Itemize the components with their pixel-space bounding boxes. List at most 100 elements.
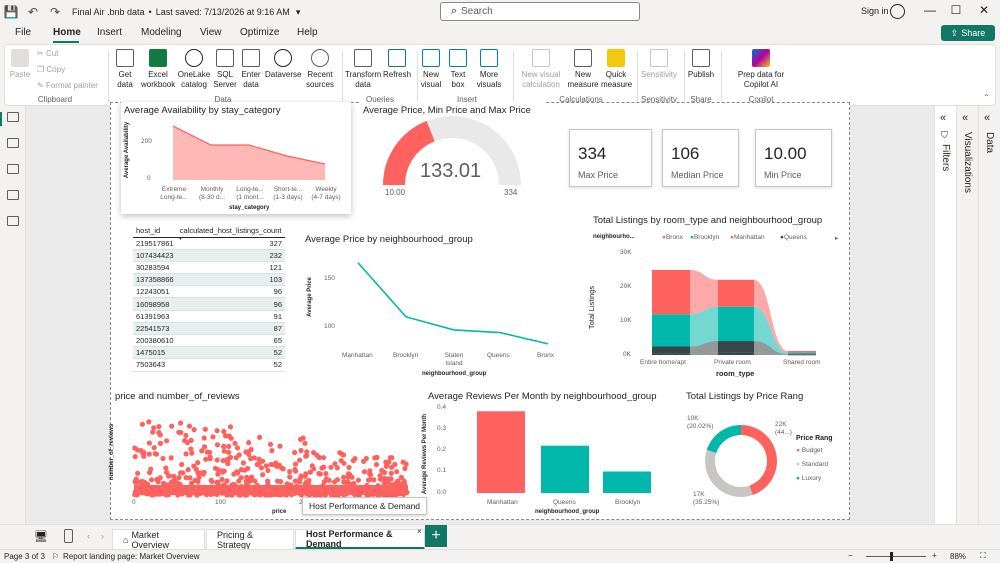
quick-measure-button[interactable]: Quick measure bbox=[601, 49, 632, 90]
more-visuals-button[interactable]: More visuals bbox=[473, 49, 505, 90]
maximize-icon[interactable]: ☐ bbox=[950, 3, 962, 17]
cut-button[interactable]: ✂ Cut bbox=[37, 49, 58, 58]
collapse-ribbon-icon[interactable]: ⌃ bbox=[983, 93, 990, 102]
minimize-icon[interactable]: — bbox=[924, 3, 936, 17]
share-button[interactable]: ⇪ Share bbox=[941, 25, 995, 41]
visual-reviews-per-month[interactable]: Average Reviews Per Month by neighbourho… bbox=[422, 389, 665, 517]
enter-data-button[interactable]: Enter data bbox=[239, 49, 263, 90]
close-icon[interactable]: ✕ bbox=[978, 3, 990, 17]
collapse-left-icon[interactable]: « bbox=[940, 112, 947, 124]
visual-avg-price-neighbourhood[interactable]: Average Price by neighbourhood_group Ave… bbox=[302, 232, 562, 380]
transform-data-button[interactable]: Transform data bbox=[345, 49, 381, 90]
group-data: Data bbox=[214, 95, 232, 104]
tab-view[interactable]: View bbox=[200, 27, 222, 38]
fit-to-page-icon[interactable]: ⛶ bbox=[980, 551, 986, 560]
scatter-point bbox=[361, 458, 367, 464]
tab-file[interactable]: File bbox=[15, 27, 32, 38]
table-row[interactable]: 107434423 232 bbox=[133, 249, 285, 262]
new-visual-button[interactable]: New visual bbox=[419, 49, 443, 90]
redo-icon[interactable]: ↷ bbox=[49, 5, 61, 19]
scatter-point bbox=[383, 463, 389, 469]
visual-price-rang-donut[interactable]: Total Listings by Price Rang 10K (20.02%… bbox=[683, 389, 845, 517]
desktop-view-icon[interactable]: 🖥 bbox=[34, 531, 48, 543]
scroll-left-icon[interactable]: ‹ bbox=[87, 531, 90, 541]
filters-pane[interactable]: « ⛉ Filters bbox=[934, 106, 956, 524]
collapse-left-icon[interactable]: « bbox=[984, 112, 991, 124]
copy-button[interactable]: ❐ Copy bbox=[37, 65, 65, 74]
legend-item-queens: ●Queens bbox=[780, 234, 807, 241]
visual-availability-area[interactable]: Average Availability by stay_category Av… bbox=[121, 102, 351, 214]
save-status[interactable]: Last saved: 7/13/2026 at 9:16 AM bbox=[155, 7, 290, 17]
excel-workbook-button[interactable]: Excel workbook bbox=[141, 49, 175, 90]
add-page-button[interactable]: + bbox=[425, 525, 447, 547]
zoom-slider-thumb[interactable] bbox=[890, 552, 893, 561]
table-row[interactable]: 12243051 96 bbox=[133, 285, 285, 299]
tab-optimize[interactable]: Optimize bbox=[240, 27, 280, 38]
dataverse-button[interactable]: Dataverse bbox=[265, 49, 301, 80]
tab-modeling[interactable]: Modeling bbox=[141, 27, 182, 38]
mobile-view-icon[interactable] bbox=[64, 529, 73, 543]
text-box-button[interactable]: Text box bbox=[447, 49, 469, 90]
table-row[interactable]: 7503643 52 bbox=[133, 358, 285, 372]
table-row[interactable]: 1475015 52 bbox=[133, 346, 285, 360]
column-header-listings-count[interactable]: calculated_host_listings_count bbox=[176, 225, 285, 238]
page-tab-market-overview[interactable]: ⌂ Market Overview bbox=[112, 529, 205, 550]
table-row[interactable]: 200380610 65 bbox=[133, 334, 285, 348]
prep-data-copilot-button[interactable]: Prep data for Copilot AI bbox=[725, 49, 797, 90]
scatter-point bbox=[265, 478, 271, 484]
page-tab-pricing-strategy[interactable]: Pricing & Strategy bbox=[206, 529, 294, 550]
recent-sources-button[interactable]: Recent sources bbox=[303, 49, 337, 90]
table-row[interactable]: 16098958 96 bbox=[133, 297, 285, 311]
paste-button[interactable]: Paste bbox=[9, 49, 31, 80]
sensitivity-button[interactable]: Sensitivity bbox=[639, 49, 679, 80]
chevron-down-icon[interactable]: ▾ bbox=[295, 6, 301, 17]
legend-next-icon[interactable]: ▸ bbox=[835, 235, 839, 242]
data-pane[interactable]: « Data bbox=[978, 106, 1000, 524]
visual-price-reviews-scatter[interactable]: price and number_of_reviews number_of_re… bbox=[109, 389, 412, 517]
avatar[interactable] bbox=[890, 4, 905, 19]
get-data-button[interactable]: Get data bbox=[111, 49, 139, 90]
report-view-icon[interactable] bbox=[7, 112, 19, 122]
sql-server-button[interactable]: SQL Server bbox=[213, 49, 237, 90]
sign-in-link[interactable]: Sign in bbox=[861, 6, 889, 16]
visual-price-gauge[interactable]: Average Price, Min Price and Max Price 1… bbox=[360, 102, 545, 202]
card-min-price[interactable]: 10.00 Min Price bbox=[755, 129, 832, 187]
tmdl-view-icon[interactable] bbox=[7, 216, 19, 226]
collapse-left-icon[interactable]: « bbox=[962, 112, 969, 124]
refresh-button[interactable]: Refresh bbox=[383, 49, 411, 80]
table-row[interactable]: 30283594 121 bbox=[133, 261, 285, 275]
onelake-catalog-button[interactable]: OneLake catalog bbox=[177, 49, 211, 90]
visual-listings-room-type[interactable]: Total Listings by room_type and neighbou… bbox=[587, 213, 848, 383]
visualizations-pane[interactable]: « Visualizations bbox=[956, 106, 978, 524]
tab-help[interactable]: Help bbox=[297, 27, 318, 38]
visual-host-table[interactable]: host_id calculated_host_listings_count 2… bbox=[133, 225, 285, 377]
new-measure-button[interactable]: New measure bbox=[567, 49, 599, 90]
zoom-slider-track[interactable] bbox=[866, 556, 926, 557]
zoom-out-icon[interactable]: − bbox=[848, 551, 853, 560]
tab-insert[interactable]: Insert bbox=[97, 27, 123, 38]
save-icon[interactable]: 💾 bbox=[3, 5, 19, 19]
new-visual-calculation-button[interactable]: New visual calculation bbox=[517, 49, 565, 90]
scatter-point bbox=[189, 480, 195, 486]
publish-button[interactable]: Publish bbox=[687, 49, 715, 80]
card-max-price[interactable]: 334 Max Price bbox=[569, 129, 652, 187]
x-axis-title: stay_category bbox=[229, 205, 270, 211]
dax-query-view-icon[interactable] bbox=[7, 190, 19, 200]
close-page-icon[interactable]: × bbox=[417, 527, 422, 536]
tab-home[interactable]: Home bbox=[53, 27, 81, 38]
scroll-right-icon[interactable]: › bbox=[101, 531, 104, 541]
table-row[interactable]: 22541573 87 bbox=[133, 322, 285, 336]
sort-descending-icon[interactable]: ▾ bbox=[179, 236, 183, 242]
table-row[interactable]: 137358866 103 bbox=[133, 273, 285, 287]
format-painter-button[interactable]: ✎ Format painter bbox=[37, 81, 98, 90]
column-header-host-id[interactable]: host_id bbox=[133, 225, 177, 238]
table-row[interactable]: 219517861 327 bbox=[133, 237, 285, 250]
table-row[interactable]: 61391963 91 bbox=[133, 310, 285, 323]
model-view-icon[interactable] bbox=[7, 164, 19, 174]
search-input[interactable]: ⌕ Search bbox=[440, 2, 640, 21]
table-view-icon[interactable] bbox=[7, 138, 19, 148]
zoom-in-icon[interactable]: + bbox=[932, 551, 937, 560]
page-tab-host-performance[interactable]: Host Performance & Demand bbox=[295, 529, 425, 550]
card-median-price[interactable]: 106 Median Price bbox=[662, 129, 739, 187]
undo-icon[interactable]: ↶ bbox=[27, 5, 39, 19]
